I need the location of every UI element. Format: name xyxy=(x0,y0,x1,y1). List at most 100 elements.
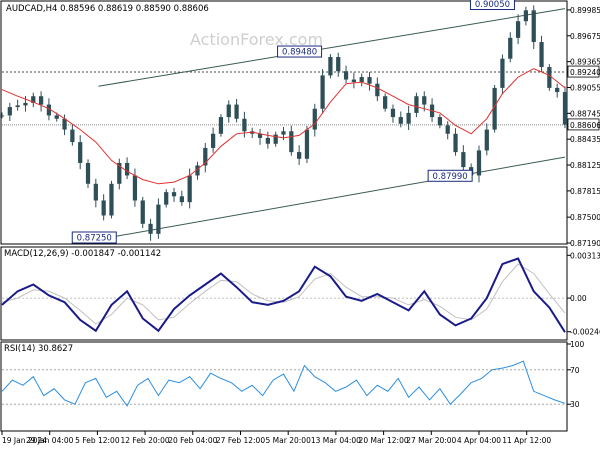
price-tick-label: 0.87190 xyxy=(570,239,600,248)
candle-body xyxy=(7,107,12,116)
x-tick-label: 20 Mar 12:00 xyxy=(359,436,409,445)
rsi-title: RSI(14) 30.8627 xyxy=(4,344,73,354)
candle-body xyxy=(304,129,310,159)
candle-body xyxy=(187,175,192,203)
candle-body xyxy=(492,87,497,130)
macd-tick-label: -0.002464 xyxy=(570,328,600,337)
macd-panel: MACD(12,26,9) -0.001847 -0.001142 0.0031… xyxy=(0,246,600,341)
price-tick-label: 0.88606 xyxy=(570,121,600,130)
candle-body xyxy=(234,104,239,119)
price-title: AUDCAD,H4 0.88596 0.88619 0.88590 0.8860… xyxy=(6,4,209,14)
channel-lower-line xyxy=(106,156,566,239)
price-tick-highlight xyxy=(567,118,600,131)
candle-body xyxy=(117,162,122,184)
x-tick-label: 5 Mar 20:00 xyxy=(266,436,312,445)
candle-body xyxy=(351,79,356,83)
candle-body xyxy=(23,102,28,106)
candle-body xyxy=(422,96,427,105)
candle-body xyxy=(359,77,364,83)
candle-body xyxy=(132,175,138,201)
candle-body xyxy=(539,42,544,68)
channel-upper-line xyxy=(98,8,566,87)
x-tick-label: 5 Feb 12:00 xyxy=(75,436,120,445)
price-tick-label: 0.89240 xyxy=(570,68,600,77)
rsi-axis: 100 70 30 xyxy=(567,340,585,409)
price-tick-label: 0.88125 xyxy=(570,161,600,170)
candle-body xyxy=(367,77,372,84)
macd-tick-label: 0.00 xyxy=(570,294,587,303)
candle-body xyxy=(523,10,529,22)
candle-body xyxy=(109,183,114,216)
macd-marks xyxy=(1,257,566,333)
price-tick-label: 0.87500 xyxy=(570,213,600,222)
rsi-marks xyxy=(1,360,566,407)
candle-body xyxy=(312,108,317,130)
price-tick-label: 0.89055 xyxy=(570,83,600,92)
candle-body xyxy=(195,165,200,176)
candle-body xyxy=(218,117,224,134)
candle-body xyxy=(398,117,403,124)
candle-body xyxy=(242,118,247,132)
candle-body xyxy=(226,104,231,118)
price-panel: AUDCAD,H4 0.88596 0.88619 0.88590 0.8860… xyxy=(0,0,600,248)
price-annotation-label: 0.89480 xyxy=(282,48,317,58)
candle-body xyxy=(555,87,560,93)
candle-body xyxy=(414,96,419,113)
x-tick-label: 13 Mar 04:00 xyxy=(311,436,361,445)
price-tick-label: 0.89985 xyxy=(570,6,600,15)
candle-body xyxy=(15,105,20,108)
watermark: ActionForex.com xyxy=(190,30,323,49)
candle-body xyxy=(453,133,458,153)
candle-body xyxy=(562,92,568,125)
moving-average-line xyxy=(1,68,566,185)
candle-body xyxy=(547,67,552,88)
macd-axis: 0.003138 0.00 -0.002464 xyxy=(567,251,600,337)
rsi-tick-label: 100 xyxy=(570,340,585,349)
price-annotation-box xyxy=(71,231,117,244)
price-tick-label: 0.88435 xyxy=(570,135,600,144)
candle-body xyxy=(375,83,380,97)
candle-body xyxy=(140,200,145,224)
candle-body xyxy=(101,200,106,216)
candle-body xyxy=(38,96,44,105)
candle-body xyxy=(383,96,388,109)
price-annotation-box xyxy=(427,169,473,182)
candle-body xyxy=(171,192,177,197)
x-tick-label: 20 Feb 04:00 xyxy=(168,436,217,445)
candle-body xyxy=(461,152,466,168)
candle-body xyxy=(211,133,216,148)
x-tick-label: 11 Apr 12:00 xyxy=(502,436,551,445)
price-tick-label: 0.89675 xyxy=(570,32,600,41)
candle-body xyxy=(54,115,59,119)
candle-body xyxy=(31,96,36,103)
candle-body xyxy=(484,129,489,151)
price-annotation-box xyxy=(469,0,515,11)
price-annotation-label: 0.90050 xyxy=(475,0,510,10)
candle-body xyxy=(328,57,333,76)
candle-body xyxy=(93,183,98,201)
x-tick-label: 29 Jan 04:00 xyxy=(26,436,74,445)
candle-body xyxy=(78,142,83,163)
candle-body xyxy=(203,147,208,166)
candle-body xyxy=(46,104,52,116)
price-marks: 0.90050 0.89480 0.87990 0.87250 xyxy=(0,0,568,244)
candle-body xyxy=(390,108,396,118)
x-tick-label: 19 Jan 2024 xyxy=(2,436,47,445)
candle-body xyxy=(0,115,5,117)
price-tick-label: 0.88745 xyxy=(570,109,600,118)
candle-body xyxy=(406,112,411,124)
price-tick-label: 0.89365 xyxy=(570,58,600,67)
candle-body xyxy=(70,129,75,143)
x-tick-label: 27 Mar 20:00 xyxy=(406,436,456,445)
candle-body xyxy=(273,134,278,144)
candle-body xyxy=(297,152,302,159)
rsi-tick-label: 70 xyxy=(570,366,580,375)
candle-body xyxy=(164,192,169,205)
candle-body xyxy=(445,125,450,134)
candle-body xyxy=(62,118,67,130)
price-annotation-box xyxy=(277,45,323,58)
price-annotation-label: 0.87990 xyxy=(433,172,468,182)
candle-body xyxy=(179,196,184,203)
price-tick-label: 0.87815 xyxy=(570,187,600,196)
